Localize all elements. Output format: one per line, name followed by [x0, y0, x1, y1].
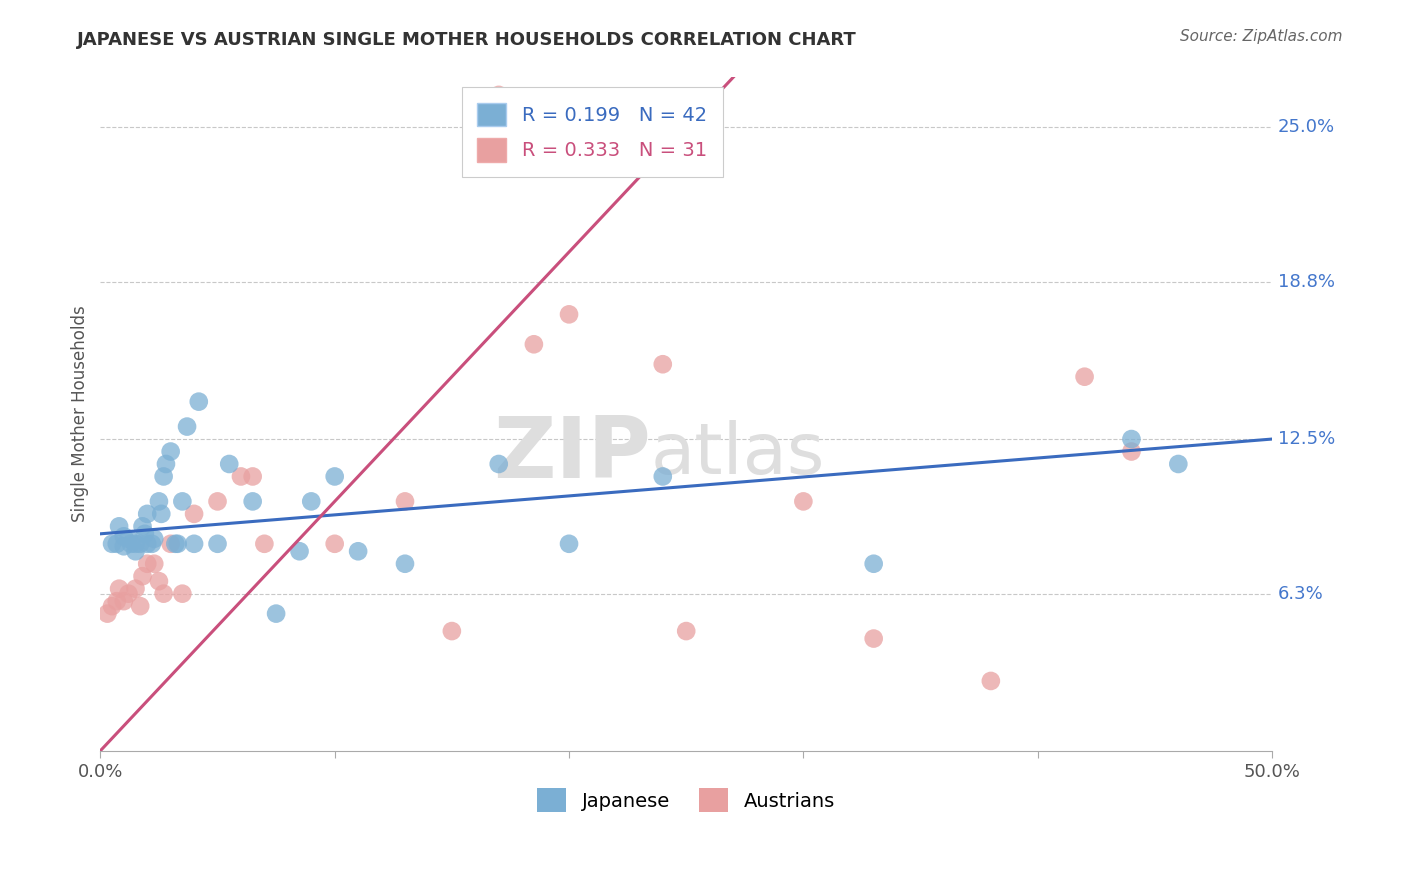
Point: [131, 519, 153, 533]
Point: [117, 532, 139, 546]
Point: [394, 494, 416, 508]
Text: atlas: atlas: [651, 420, 825, 489]
Point: [242, 469, 264, 483]
Point: [159, 537, 181, 551]
Point: [242, 494, 264, 508]
Point: [347, 544, 370, 558]
Point: [105, 537, 128, 551]
Point: [440, 624, 463, 638]
Point: [488, 87, 510, 102]
Point: [207, 494, 229, 508]
Point: [101, 599, 124, 614]
Text: Source: ZipAtlas.com: Source: ZipAtlas.com: [1180, 29, 1343, 44]
Point: [152, 469, 174, 483]
Point: [143, 532, 166, 546]
Point: [148, 574, 170, 589]
Point: [105, 594, 128, 608]
Point: [136, 507, 159, 521]
Point: [141, 537, 163, 551]
Point: [1073, 369, 1095, 384]
Point: [176, 419, 198, 434]
Point: [187, 394, 209, 409]
Point: [1167, 457, 1189, 471]
Point: [523, 337, 546, 351]
Point: [183, 507, 205, 521]
Point: [129, 537, 152, 551]
Point: [488, 457, 510, 471]
Point: [323, 537, 346, 551]
Point: [264, 607, 287, 621]
Point: [394, 557, 416, 571]
Point: [288, 544, 311, 558]
Point: [124, 537, 146, 551]
Point: [1121, 444, 1143, 458]
Point: [218, 457, 240, 471]
Point: [253, 537, 276, 551]
Legend: Japanese, Austrians: Japanese, Austrians: [527, 779, 845, 822]
Point: [229, 469, 252, 483]
Point: [124, 544, 146, 558]
Point: [1121, 432, 1143, 446]
Point: [862, 557, 884, 571]
Point: [112, 529, 135, 543]
Point: [159, 444, 181, 458]
Point: [148, 494, 170, 508]
Text: 12.5%: 12.5%: [1278, 430, 1336, 448]
Point: [172, 587, 194, 601]
Point: [108, 519, 131, 533]
Point: [134, 526, 156, 541]
Point: [101, 537, 124, 551]
Point: [980, 673, 1002, 688]
Text: 25.0%: 25.0%: [1278, 119, 1336, 136]
Point: [112, 594, 135, 608]
Y-axis label: Single Mother Households: Single Mother Households: [72, 306, 89, 523]
Point: [96, 607, 118, 621]
Point: [792, 494, 814, 508]
Point: [651, 357, 673, 371]
Point: [120, 537, 142, 551]
Point: [124, 582, 146, 596]
Text: JAPANESE VS AUSTRIAN SINGLE MOTHER HOUSEHOLDS CORRELATION CHART: JAPANESE VS AUSTRIAN SINGLE MOTHER HOUSE…: [77, 31, 858, 49]
Point: [136, 537, 159, 551]
Point: [299, 494, 322, 508]
Point: [117, 587, 139, 601]
Point: [558, 307, 581, 321]
Point: [165, 537, 187, 551]
Point: [131, 569, 153, 583]
Point: [108, 582, 131, 596]
Point: [129, 599, 152, 614]
Point: [675, 624, 697, 638]
Point: [172, 494, 194, 508]
Point: [112, 539, 135, 553]
Point: [150, 507, 173, 521]
Text: 6.3%: 6.3%: [1278, 584, 1323, 603]
Point: [651, 469, 673, 483]
Point: [136, 557, 159, 571]
Point: [183, 537, 205, 551]
Text: 18.8%: 18.8%: [1278, 273, 1334, 291]
Text: ZIP: ZIP: [494, 413, 651, 496]
Point: [558, 537, 581, 551]
Point: [143, 557, 166, 571]
Point: [155, 457, 177, 471]
Point: [862, 632, 884, 646]
Point: [152, 587, 174, 601]
Point: [323, 469, 346, 483]
Point: [207, 537, 229, 551]
Point: [166, 537, 188, 551]
